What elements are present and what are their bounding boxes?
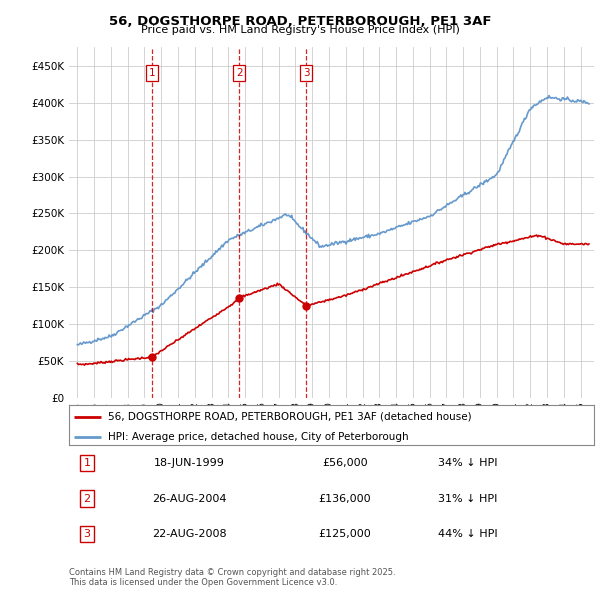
Text: Price paid vs. HM Land Registry's House Price Index (HPI): Price paid vs. HM Land Registry's House … [140,25,460,35]
Text: £136,000: £136,000 [319,494,371,503]
Text: 22-AUG-2008: 22-AUG-2008 [152,529,226,539]
Text: 1: 1 [149,68,155,78]
Text: 3: 3 [303,68,310,78]
Text: 2: 2 [83,494,91,503]
Text: 44% ↓ HPI: 44% ↓ HPI [438,529,498,539]
Text: 56, DOGSTHORPE ROAD, PETERBOROUGH, PE1 3AF: 56, DOGSTHORPE ROAD, PETERBOROUGH, PE1 3… [109,15,491,28]
Text: Contains HM Land Registry data © Crown copyright and database right 2025.
This d: Contains HM Land Registry data © Crown c… [69,568,395,587]
Text: 2: 2 [236,68,242,78]
Text: 1: 1 [83,458,91,468]
Text: 18-JUN-1999: 18-JUN-1999 [154,458,224,468]
Text: 3: 3 [83,529,91,539]
Text: £125,000: £125,000 [319,529,371,539]
Text: 26-AUG-2004: 26-AUG-2004 [152,494,226,503]
Text: 34% ↓ HPI: 34% ↓ HPI [438,458,498,468]
Text: 31% ↓ HPI: 31% ↓ HPI [439,494,497,503]
Text: £56,000: £56,000 [322,458,368,468]
Text: 56, DOGSTHORPE ROAD, PETERBOROUGH, PE1 3AF (detached house): 56, DOGSTHORPE ROAD, PETERBOROUGH, PE1 3… [109,412,472,422]
Text: HPI: Average price, detached house, City of Peterborough: HPI: Average price, detached house, City… [109,432,409,442]
